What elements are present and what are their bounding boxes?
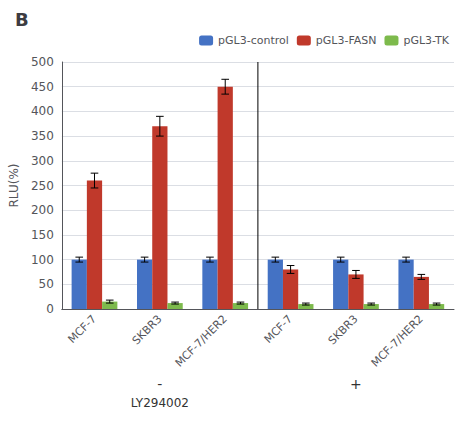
svg-text:SKBR3: SKBR3: [326, 312, 361, 347]
svg-text:450: 450: [31, 80, 54, 94]
svg-text:pGL3-control: pGL3-control: [218, 34, 289, 47]
svg-text:MCF-7: MCF-7: [66, 312, 100, 346]
svg-text:100: 100: [31, 253, 54, 267]
svg-text:SKBR3: SKBR3: [130, 312, 165, 347]
svg-text:50: 50: [39, 277, 54, 291]
svg-text:pGL3-TK: pGL3-TK: [403, 34, 449, 47]
svg-text:250: 250: [31, 179, 54, 193]
svg-text:0: 0: [46, 302, 54, 316]
svg-text:500: 500: [31, 55, 54, 69]
svg-text:MCF-7: MCF-7: [262, 312, 296, 346]
svg-text:300: 300: [31, 154, 54, 168]
svg-text:-: -: [157, 376, 162, 392]
svg-text:B: B: [15, 9, 29, 30]
svg-text:LY294002: LY294002: [131, 396, 189, 410]
svg-text:400: 400: [31, 104, 54, 118]
svg-text:MCF-7/HER2: MCF-7/HER2: [369, 312, 426, 369]
svg-text:350: 350: [31, 129, 54, 143]
svg-text:150: 150: [31, 228, 54, 242]
svg-text:RLU(%): RLU(%): [7, 164, 21, 208]
svg-text:200: 200: [31, 203, 54, 217]
svg-text:+: +: [350, 376, 362, 392]
svg-text:MCF-7/HER2: MCF-7/HER2: [173, 312, 230, 369]
svg-text:pGL3-FASN: pGL3-FASN: [316, 34, 377, 47]
